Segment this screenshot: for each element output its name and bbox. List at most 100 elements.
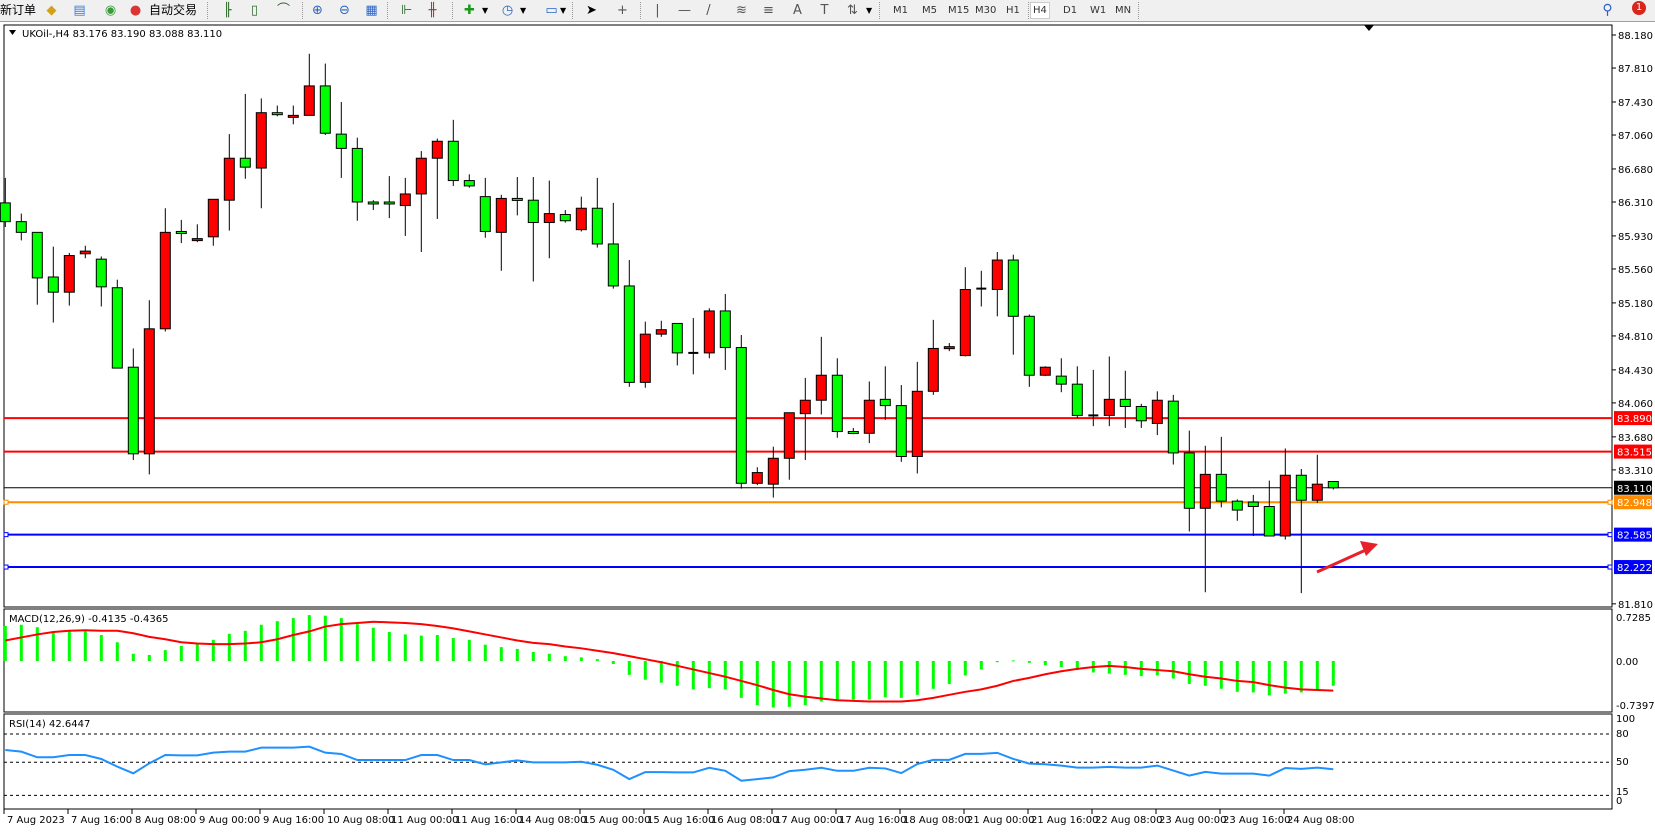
level-handle[interactable] bbox=[3, 564, 9, 570]
auto-trading-icon[interactable]: ● bbox=[129, 3, 142, 18]
macd-histogram-bar bbox=[19, 624, 23, 661]
periods-clock-icon[interactable]: ◷ bbox=[501, 3, 514, 18]
line-chart-icon[interactable]: ⌒ bbox=[276, 3, 290, 18]
timeframe-h1[interactable]: H1 bbox=[1006, 5, 1020, 16]
chart-shift-marker-icon[interactable] bbox=[1364, 25, 1374, 31]
macd-histogram-bar bbox=[195, 643, 199, 661]
macd-histogram-bar bbox=[803, 661, 807, 706]
time-tick-label: 24 Aug 08:00 bbox=[1287, 815, 1354, 826]
indicators-icon[interactable]: ✚ bbox=[464, 3, 475, 18]
search-icon[interactable]: ⚲ bbox=[1602, 2, 1613, 18]
candle bbox=[0, 177, 11, 227]
candle-body bbox=[111, 287, 123, 369]
signal-icon[interactable]: ◉ bbox=[104, 3, 117, 18]
chart-shift-icon[interactable]: ⊩ bbox=[400, 3, 413, 18]
trendline-icon[interactable]: / bbox=[706, 3, 711, 18]
tile-windows-icon[interactable]: ▦ bbox=[365, 3, 378, 18]
fibonacci-icon[interactable]: ≋ bbox=[736, 3, 747, 18]
horizontal-line-icon[interactable]: — bbox=[678, 3, 691, 18]
text-label-icon[interactable]: T bbox=[820, 3, 829, 18]
chevron-down-icon[interactable]: ▼ bbox=[866, 6, 873, 15]
cursor-icon[interactable]: ➤ bbox=[586, 3, 597, 18]
candle-body bbox=[1007, 259, 1019, 317]
timeframe-m30[interactable]: M30 bbox=[975, 5, 997, 16]
macd-histogram-bar bbox=[1155, 661, 1159, 676]
candle bbox=[911, 361, 923, 474]
macd-histogram-bar bbox=[35, 627, 39, 661]
candle bbox=[479, 177, 491, 238]
notification-icon[interactable]: 1 bbox=[1632, 1, 1646, 15]
candlestick-icon[interactable]: ▯ bbox=[250, 3, 259, 18]
templates-icon[interactable]: ▭ bbox=[545, 3, 558, 18]
profile-icon[interactable]: ▤ bbox=[73, 3, 86, 18]
timeframe-mn[interactable]: MN bbox=[1115, 5, 1132, 16]
level-price-badge bbox=[1614, 480, 1652, 495]
candle bbox=[751, 467, 763, 486]
macd-histogram-bar bbox=[547, 653, 551, 661]
crosshair-icon[interactable]: + bbox=[617, 3, 628, 18]
timeframe-d1[interactable]: D1 bbox=[1063, 5, 1078, 16]
autoscroll-icon[interactable]: ╫ bbox=[428, 3, 437, 18]
time-tick-label: 9 Aug 16:00 bbox=[263, 815, 324, 826]
annotation-arrow-head[interactable] bbox=[1360, 541, 1378, 556]
candle bbox=[511, 176, 523, 216]
vertical-line-icon[interactable]: | bbox=[655, 3, 660, 18]
price-tick-label: 83.310 bbox=[1618, 466, 1653, 477]
timeframe-m15[interactable]: M15 bbox=[948, 5, 970, 16]
candle bbox=[639, 321, 651, 388]
candle-body bbox=[127, 366, 139, 455]
auto-trading-button[interactable]: 自动交易 bbox=[149, 3, 198, 17]
chevron-down-icon[interactable]: ▼ bbox=[520, 6, 527, 15]
zoom-in-icon[interactable]: ⊕ bbox=[312, 3, 323, 18]
timeframe-w1[interactable]: W1 bbox=[1090, 5, 1107, 16]
level-handle[interactable] bbox=[1607, 499, 1613, 505]
macd-histogram-bar bbox=[1203, 661, 1207, 686]
candle-body bbox=[1055, 375, 1067, 385]
macd-histogram-bar bbox=[1235, 661, 1239, 692]
macd-signal-line bbox=[5, 620, 1334, 703]
candle-body bbox=[431, 140, 443, 159]
level-handle[interactable] bbox=[3, 499, 9, 505]
candle bbox=[719, 293, 731, 370]
candle bbox=[671, 322, 683, 366]
macd-histogram-bar bbox=[627, 661, 631, 675]
level-handle[interactable] bbox=[3, 532, 9, 538]
candle bbox=[1071, 366, 1083, 419]
chevron-down-icon[interactable]: ▼ bbox=[482, 6, 489, 15]
macd-histogram-bar bbox=[435, 635, 439, 661]
timeframe-h4[interactable]: H4 bbox=[1030, 2, 1050, 19]
timeframe-m1[interactable]: M1 bbox=[893, 5, 908, 16]
candle bbox=[383, 176, 395, 219]
time-tick-label: 17 Aug 16:00 bbox=[839, 815, 906, 826]
candle bbox=[543, 180, 555, 259]
level-handle[interactable] bbox=[1607, 564, 1613, 570]
candle-body bbox=[63, 255, 75, 293]
fibonacci-fan-icon[interactable]: ≡ bbox=[763, 3, 774, 18]
macd-histogram-bar bbox=[819, 661, 823, 702]
macd-histogram-bar bbox=[915, 661, 919, 695]
candle-body bbox=[47, 276, 59, 293]
open-folder-icon[interactable]: ◆ bbox=[46, 3, 57, 18]
time-tick-label: 8 Aug 08:00 bbox=[135, 815, 196, 826]
candle bbox=[927, 319, 939, 395]
macd-histogram-bar bbox=[1043, 661, 1047, 666]
level-handle[interactable] bbox=[1607, 532, 1613, 538]
new-order-button[interactable]: 新订单 bbox=[0, 3, 37, 17]
time-tick-label: 23 Aug 00:00 bbox=[1159, 815, 1226, 826]
bar-chart-icon[interactable]: ╟ bbox=[223, 3, 232, 18]
candle bbox=[79, 245, 91, 259]
candle bbox=[415, 151, 427, 252]
annotation-arrow-shaft[interactable] bbox=[1316, 547, 1369, 574]
candle bbox=[431, 138, 443, 219]
price-tick-label: 86.310 bbox=[1618, 198, 1653, 209]
candle bbox=[47, 246, 59, 323]
chart-menu-triangle-icon[interactable] bbox=[9, 30, 16, 35]
timeframe-m5[interactable]: M5 bbox=[922, 5, 937, 16]
chevron-down-icon[interactable]: ▼ bbox=[560, 6, 567, 15]
macd-histogram-bar bbox=[1283, 661, 1287, 694]
text-icon[interactable]: A bbox=[793, 3, 802, 18]
candle bbox=[976, 270, 987, 307]
zoom-out-icon[interactable]: ⊖ bbox=[339, 3, 350, 18]
arrows-icon[interactable]: ⇅ bbox=[847, 3, 858, 18]
